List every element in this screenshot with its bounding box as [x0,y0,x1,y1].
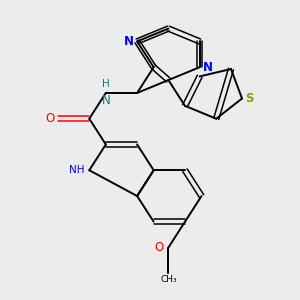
Text: N: N [124,35,134,48]
Text: CH₃: CH₃ [160,275,177,284]
Text: NH: NH [69,165,85,175]
Text: H: H [102,79,110,88]
Text: N: N [101,94,110,107]
Text: O: O [155,241,164,254]
Text: N: N [202,61,213,74]
Text: O: O [46,112,55,125]
Text: S: S [245,92,254,105]
